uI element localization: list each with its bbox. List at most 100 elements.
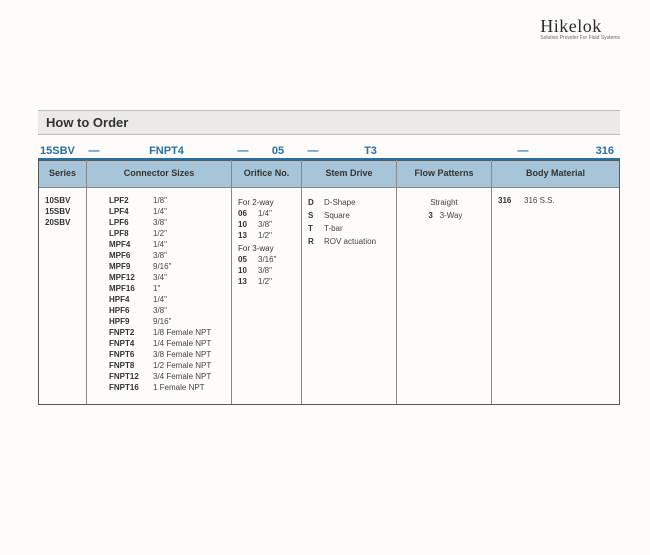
- table-row: 15SBV: [45, 207, 80, 216]
- row-value: 3-Way: [440, 211, 463, 220]
- col-stem: Stem Drive DD-ShapeSSquareTT-barRROV act…: [302, 160, 397, 404]
- row-code: 13: [238, 277, 254, 286]
- code-orifice: 05: [253, 145, 303, 157]
- row-code: MPF4: [109, 240, 149, 249]
- col-header: Orifice No.: [232, 160, 301, 188]
- row-code: 10: [238, 266, 254, 275]
- col-body: Straight 3 3-Way: [397, 188, 491, 404]
- table-row: 10SBV: [45, 196, 80, 205]
- row-code: R: [308, 237, 320, 246]
- col-orifice: Orifice No. For 2-way061/4"103/8"131/2"F…: [232, 160, 302, 404]
- row-value: 1/4": [153, 240, 167, 249]
- table-row: 3 3-Way: [403, 211, 485, 220]
- row-code: FNPT4: [109, 339, 149, 348]
- row-value: 3/4": [153, 273, 167, 282]
- table-row: SSquare: [308, 211, 390, 220]
- table-row: 10 3/8": [238, 266, 295, 275]
- row-code: 10: [238, 220, 254, 229]
- row-code: MPF16: [109, 284, 149, 293]
- col-body: 10SBV 15SBV 20SBV: [39, 188, 86, 404]
- row-value: ROV actuation: [324, 237, 376, 246]
- row-code: 06: [238, 209, 254, 218]
- table-row: FNPT4 1/4 Female NPT: [109, 339, 225, 348]
- row-value: 3/8": [153, 251, 167, 260]
- table-row: LPF41/4": [109, 207, 225, 216]
- row-value: 3/4 Female NPT: [153, 372, 211, 381]
- row-code: FNPT8: [109, 361, 149, 370]
- row-code: HPF4: [109, 295, 149, 304]
- brand-tagline: Solution Provider For Fluid Systems: [540, 35, 620, 41]
- col-body: LPF2 1/8" LPF41/4" LPF63/8" LPF8 1/2" MPF4 1/4"…: [87, 188, 231, 404]
- col-header: Connector Sizes: [87, 160, 231, 188]
- table-row: MPF16 1": [109, 284, 225, 293]
- table-row: FNPT2 1/8 Female NPT: [109, 328, 225, 337]
- row-code: 05: [238, 255, 254, 264]
- row-value: 3/8": [153, 306, 167, 315]
- col-connector: Connector Sizes LPF2 1/8" LPF41/4" LPF63/8"…: [87, 160, 232, 404]
- order-code-row: 15SBV — FNPT4 — 05 — T3 — 316: [38, 145, 620, 160]
- col-body: For 2-way 061/4" 10 3/8" 13 1/2" For 3-way 05 3/…: [232, 188, 301, 404]
- row-value: 1/2": [153, 229, 167, 238]
- table-row: Straight: [403, 198, 485, 207]
- row-value: 1/2": [258, 277, 272, 286]
- row-value: 3/8": [258, 220, 272, 229]
- row-value: 1/2 Female NPT: [153, 361, 211, 370]
- table-row: 061/4": [238, 209, 295, 218]
- row-code: HPF6: [109, 306, 149, 315]
- table-row: 316316 S.S.: [498, 196, 613, 205]
- row-code: LPF8: [109, 229, 149, 238]
- table-row: MPF4 1/4": [109, 240, 225, 249]
- row-code: FNPT2: [109, 328, 149, 337]
- table-row: 10 3/8": [238, 220, 295, 229]
- brand-name: Hikelok: [540, 16, 602, 36]
- row-code: LPF2: [109, 196, 149, 205]
- table-row: MPF123/4": [109, 273, 225, 282]
- col-header: Series: [39, 160, 86, 188]
- row-value: 1/8 Female NPT: [153, 328, 211, 337]
- row-value: Straight: [430, 198, 458, 207]
- row-code: D: [308, 198, 320, 207]
- code-body: 316: [533, 145, 620, 157]
- orifice-section: For 2-way: [238, 198, 295, 207]
- table-row: TT-bar: [308, 224, 390, 233]
- col-header: Flow Patterns: [397, 160, 491, 188]
- dash-icon: —: [88, 145, 100, 157]
- row-code: 316: [498, 196, 520, 205]
- row-value: 1": [153, 284, 160, 293]
- row-value: 1/4 Female NPT: [153, 339, 211, 348]
- ordering-guide: How to Order 15SBV — FNPT4 — 05 — T3 — 3…: [38, 110, 620, 405]
- table-row: 20SBV: [45, 218, 80, 227]
- col-body-material: Body Material 316316 S.S.: [492, 160, 619, 404]
- row-value: Square: [324, 211, 350, 220]
- row-value: 3/16": [258, 255, 276, 264]
- table-row: 13 1/2": [238, 231, 295, 240]
- row-code: FNPT12: [109, 372, 149, 381]
- table-row: MPF63/8": [109, 251, 225, 260]
- row-value: D-Shape: [324, 198, 356, 207]
- table-row: LPF63/8": [109, 218, 225, 227]
- table-row: FNPT161 Female NPT: [109, 383, 225, 392]
- col-header: Body Material: [492, 160, 619, 188]
- row-code: 3: [426, 211, 436, 220]
- code-connector: FNPT4: [100, 145, 233, 157]
- code-series: 15SBV: [38, 145, 88, 157]
- row-value: 9/16": [153, 262, 171, 271]
- orifice-section: For 3-way: [238, 244, 295, 253]
- table-row: D D-Shape: [308, 198, 390, 207]
- row-value: 3/8": [258, 266, 272, 275]
- row-code: FNPT6: [109, 350, 149, 359]
- col-body: 316316 S.S.: [492, 188, 619, 404]
- row-value: 1/2": [258, 231, 272, 240]
- table-row: HPF41/4": [109, 295, 225, 304]
- row-code: T: [308, 224, 320, 233]
- row-code: 13: [238, 231, 254, 240]
- row-code: HPF9: [109, 317, 149, 326]
- row-code: 15SBV: [45, 207, 79, 216]
- table-row: MPF9 9/16": [109, 262, 225, 271]
- dash-icon: —: [303, 145, 323, 157]
- row-code: 10SBV: [45, 196, 79, 205]
- row-value: 1/8": [153, 196, 167, 205]
- row-code: 20SBV: [45, 218, 79, 227]
- row-code: MPF9: [109, 262, 149, 271]
- table-row: HPF6 3/8": [109, 306, 225, 315]
